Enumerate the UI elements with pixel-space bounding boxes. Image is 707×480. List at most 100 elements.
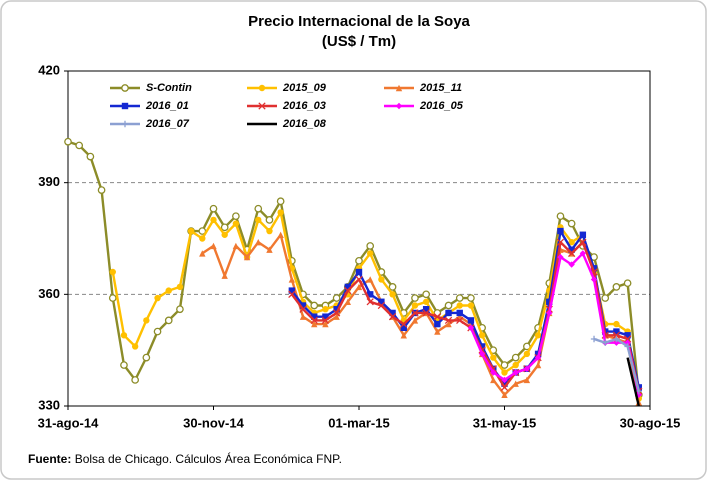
point	[534, 332, 542, 339]
point	[75, 141, 84, 150]
point	[366, 276, 374, 283]
point	[635, 391, 643, 399]
point	[567, 249, 576, 258]
point	[310, 316, 318, 325]
point	[322, 306, 329, 313]
point	[164, 316, 173, 325]
point	[601, 294, 610, 302]
series	[626, 357, 640, 407]
point	[311, 320, 318, 328]
point	[467, 294, 475, 302]
point	[501, 376, 508, 384]
point	[299, 305, 307, 313]
point	[142, 353, 151, 362]
point	[153, 327, 162, 336]
point	[411, 309, 419, 317]
point	[546, 298, 553, 305]
point	[288, 287, 296, 294]
point	[232, 220, 240, 227]
point	[613, 328, 620, 335]
point	[176, 283, 184, 291]
point	[556, 212, 565, 221]
y-tick-label: 390	[38, 174, 60, 189]
point	[568, 261, 575, 268]
point	[434, 320, 441, 328]
point	[567, 219, 576, 228]
point	[109, 268, 116, 276]
y-tick-label: 360	[38, 286, 60, 301]
x-tick-label: 30-ago-15	[620, 415, 681, 430]
legend-marker	[395, 84, 403, 92]
point	[131, 376, 140, 384]
point	[411, 317, 419, 324]
point	[333, 306, 340, 313]
point	[288, 276, 296, 283]
point	[344, 283, 352, 291]
point	[635, 387, 643, 395]
y-tick-label: 330	[38, 397, 60, 412]
point	[299, 302, 307, 309]
point	[254, 204, 263, 213]
point	[400, 320, 408, 328]
point	[557, 227, 564, 235]
point	[411, 294, 419, 302]
point	[411, 302, 419, 309]
x-tick-label: 31-may-15	[473, 415, 537, 430]
y-tick-label: 420	[38, 62, 60, 77]
point	[434, 328, 441, 335]
chart-subtitle: (US$ / Tm)	[322, 33, 396, 50]
point	[255, 239, 262, 246]
point	[490, 354, 497, 361]
point	[366, 242, 375, 250]
point	[209, 204, 218, 213]
point	[389, 291, 396, 298]
point	[355, 268, 363, 276]
point	[467, 324, 475, 332]
legend-label: 2015_11	[419, 82, 462, 94]
point	[490, 369, 497, 376]
point	[120, 361, 128, 369]
point	[612, 331, 621, 339]
point	[378, 298, 385, 305]
series	[288, 238, 643, 395]
point	[332, 309, 341, 317]
point	[143, 317, 150, 324]
point	[613, 335, 620, 343]
point	[333, 313, 340, 320]
point	[602, 339, 609, 346]
point	[511, 353, 520, 362]
point	[590, 265, 598, 272]
point	[86, 152, 95, 161]
point	[310, 301, 319, 310]
point	[400, 324, 407, 332]
point	[500, 383, 509, 392]
point	[210, 216, 217, 224]
point	[467, 302, 475, 309]
point	[344, 298, 352, 305]
point	[220, 223, 229, 232]
series-line	[67, 140, 640, 395]
point	[445, 309, 452, 317]
point	[64, 137, 72, 146]
point	[501, 380, 508, 387]
point	[490, 376, 497, 384]
point	[266, 246, 273, 253]
point	[501, 391, 508, 399]
legend-marker	[395, 102, 403, 110]
point	[154, 294, 161, 302]
point	[444, 301, 453, 310]
point	[523, 350, 531, 358]
point	[579, 238, 587, 246]
point	[512, 361, 519, 369]
point	[288, 290, 296, 298]
point	[534, 361, 542, 369]
point	[478, 332, 486, 339]
point	[388, 313, 397, 321]
x-tick-label: 30-nov-14	[183, 415, 244, 430]
footer-text: Bolsa de Chicago. Cálculos Área Económic…	[75, 451, 342, 466]
point	[624, 332, 631, 339]
point	[187, 227, 195, 235]
point	[512, 369, 519, 376]
point	[557, 253, 564, 261]
